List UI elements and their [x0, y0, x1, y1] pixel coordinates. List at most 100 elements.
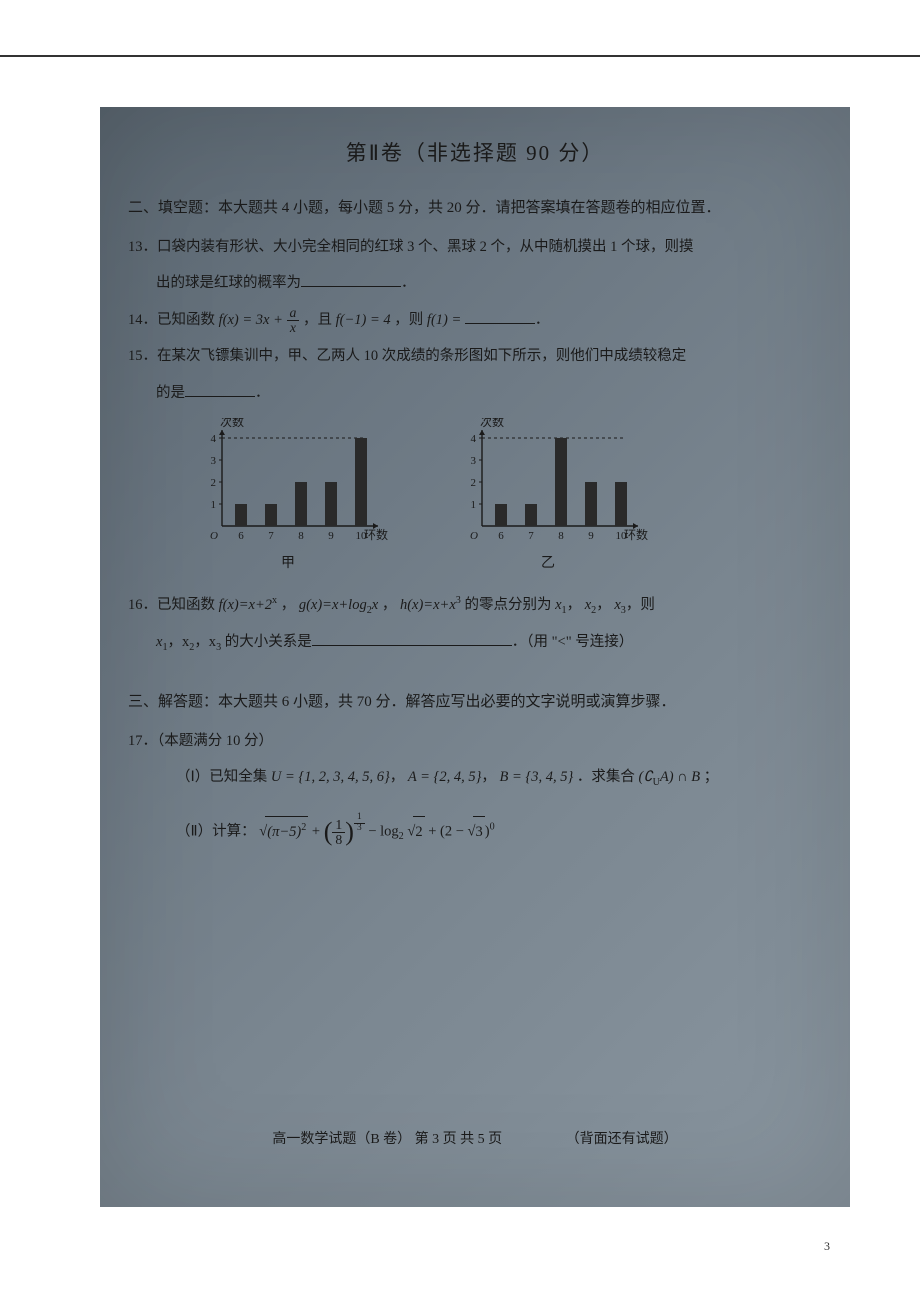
q14-blank: [465, 309, 535, 324]
question-16-line2: x1，x2，x3 的大小关系是．（用 "<" 号连接）: [128, 627, 822, 658]
q17-sqrt3: 3: [473, 816, 484, 847]
q17-exp2-den: 3: [354, 824, 365, 833]
q15-text-c: ．: [255, 385, 270, 401]
q16-x1s: 1: [562, 605, 567, 616]
question-15: 15．在某次飞镖集训中，甲、乙两人 10 次成绩的条形图如下所示，则他们中成绩较…: [128, 341, 822, 371]
q14-frac-den: x: [287, 321, 300, 335]
q16-text-d: 的大小关系是: [221, 634, 312, 650]
svg-text:环数: 环数: [364, 527, 388, 542]
svg-text:7: 7: [268, 530, 274, 542]
svg-text:1: 1: [211, 499, 217, 511]
chart-yi: 1234678910O次数环数: [448, 418, 648, 548]
q17-plus: +: [312, 824, 324, 840]
q16-l2c: ，x: [194, 634, 216, 650]
q14-fx: f(x) = 3x +: [219, 312, 283, 328]
q17-expr1-sub: U: [653, 777, 660, 788]
svg-text:3: 3: [471, 455, 477, 467]
svg-text:6: 6: [238, 530, 244, 542]
q16-text-a: 已知函数: [157, 597, 219, 613]
q17-frac2-den: 8: [332, 833, 345, 847]
svg-text:9: 9: [328, 530, 334, 542]
q15-text-a: 在某次飞镖集训中，甲、乙两人 10 次成绩的条形图如下所示，则他们中成绩较稳定: [157, 348, 686, 364]
q17-i-a: （Ⅰ）已知全集: [176, 769, 271, 785]
chart-jia: 1234678910O次数环数: [188, 418, 388, 548]
q16-x2s: 2: [591, 605, 596, 616]
q17-sqrt-sup: 2: [301, 822, 306, 833]
q17-A: A = {2, 4, 5}: [408, 769, 481, 785]
q13-num: 13．: [128, 239, 157, 255]
q16-g: g(x)=x+log: [299, 597, 367, 613]
question-13: 13．口袋内装有形状、大小完全相同的红球 3 个、黑球 2 个，从中随机摸出 1…: [128, 232, 822, 262]
q17-exp2: 1 3: [354, 813, 365, 833]
q17-log-sub: 2: [399, 831, 404, 842]
q15-text-b: 的是: [156, 385, 185, 401]
svg-text:6: 6: [498, 530, 504, 542]
chart-yi-label: 乙: [448, 552, 648, 572]
q16-g-tail: x: [372, 597, 378, 613]
q16-blank: [312, 632, 512, 647]
q15-num: 15．: [128, 348, 157, 364]
lparen-icon: (: [324, 817, 333, 846]
svg-text:O: O: [470, 530, 478, 542]
charts-row: 1234678910O次数环数 甲 1234678910O次数环数 乙: [128, 418, 822, 572]
svg-text:次数: 次数: [480, 418, 504, 429]
question-17-i: （Ⅰ）已知全集 U = {1, 2, 3, 4, 5, 6}， A = {2, …: [128, 762, 822, 793]
q14-text-d: ．: [535, 312, 550, 328]
q17-c1: ，: [390, 769, 405, 785]
q13-text-a: 口袋内装有形状、大小完全相同的红球 3 个、黑球 2 个，从中随机摸出 1 个球…: [157, 239, 694, 255]
q13-text-b: 出的球是红球的概率为: [156, 275, 301, 291]
q16-text-c: ，则: [626, 597, 655, 613]
footer-note: （背面还有试题）: [566, 1132, 678, 1147]
question-14: 14．已知函数 f(x) = 3x + a x ，且 f(−1) = 4 ，则 …: [128, 305, 822, 335]
exam-photo: 第Ⅱ卷（非选择题 90 分） 二、填空题：本大题共 4 小题，每小题 5 分，共…: [100, 107, 850, 1207]
svg-text:1: 1: [471, 499, 477, 511]
q16-h-sup: 3: [456, 595, 461, 606]
question-13-line2: 出的球是红球的概率为．: [128, 268, 822, 298]
q17-num: 17．: [128, 733, 157, 749]
question-17: 17．（本题满分 10 分）: [128, 726, 822, 756]
q14-num: 14．: [128, 312, 157, 328]
q17-title: （本题满分 10 分）: [157, 733, 273, 749]
q14-frac: a x: [287, 306, 300, 335]
svg-text:次数: 次数: [220, 418, 244, 429]
chart-yi-box: 1234678910O次数环数 乙: [448, 418, 648, 572]
svg-text:4: 4: [471, 433, 477, 445]
svg-text:4: 4: [211, 433, 217, 445]
q17-sqrt-inner: (π−5): [267, 824, 301, 840]
q17-expr1b: A) ∩ B: [660, 769, 700, 785]
q16-num: 16．: [128, 597, 157, 613]
q17-tail-sup: 0: [490, 822, 495, 833]
svg-text:7: 7: [528, 530, 534, 542]
q16-h: h(x)=x+x: [400, 597, 456, 613]
q17-minus: − log: [368, 824, 398, 840]
q17-frac2: 1 8: [332, 818, 345, 847]
q17-sqrt1: (π−5)2: [265, 816, 308, 847]
fill-blank-header: 二、填空题：本大题共 4 小题，每小题 5 分，共 20 分．请把答案填在答题卷…: [128, 195, 822, 222]
question-17-ii: （Ⅱ）计算： √(π−5)2 + ( 1 8 ) 1 3 − log2 √2 +…: [128, 813, 822, 847]
svg-text:8: 8: [558, 530, 564, 542]
q16-l2b: ，x: [168, 634, 190, 650]
q13-blank: [301, 273, 401, 288]
q17-frac2-num: 1: [332, 818, 345, 833]
q17-i-b: ．求集合: [577, 769, 639, 785]
chart-jia-box: 1234678910O次数环数 甲: [188, 418, 388, 572]
outer-page-num: 3: [0, 1227, 920, 1254]
svg-text:2: 2: [471, 477, 477, 489]
q16-f: f(x)=x+2: [219, 597, 272, 613]
footer-main: 高一数学试题（B 卷） 第 3 页 共 5 页: [272, 1132, 502, 1147]
section-title: 第Ⅱ卷（非选择题 90 分）: [128, 137, 822, 167]
svg-text:3: 3: [211, 455, 217, 467]
q14-text-a: 已知函数: [157, 312, 219, 328]
q17-sqrt2: 2: [413, 816, 424, 847]
svg-text:8: 8: [298, 530, 304, 542]
q17-U: U = {1, 2, 3, 4, 5, 6}: [271, 769, 390, 785]
q17-semi: ；: [700, 769, 718, 785]
q14-ask: f(1) =: [427, 312, 465, 328]
q16-text-b: 的零点分别为: [464, 597, 555, 613]
solve-header: 三、解答题：本大题共 6 小题，共 70 分．解答应写出必要的文字说明或演算步骤…: [128, 689, 822, 716]
q17-ii-a: （Ⅱ）计算：: [176, 824, 256, 840]
q14-text-b: ，且: [303, 312, 336, 328]
q16-text-e: ．（用 "<" 号连接）: [512, 634, 634, 650]
page-footer: 高一数学试题（B 卷） 第 3 页 共 5 页 （背面还有试题）: [128, 1128, 822, 1148]
question-16: 16．已知函数 f(x)=x+2x ， g(x)=x+log2x ， h(x)=…: [128, 590, 822, 621]
